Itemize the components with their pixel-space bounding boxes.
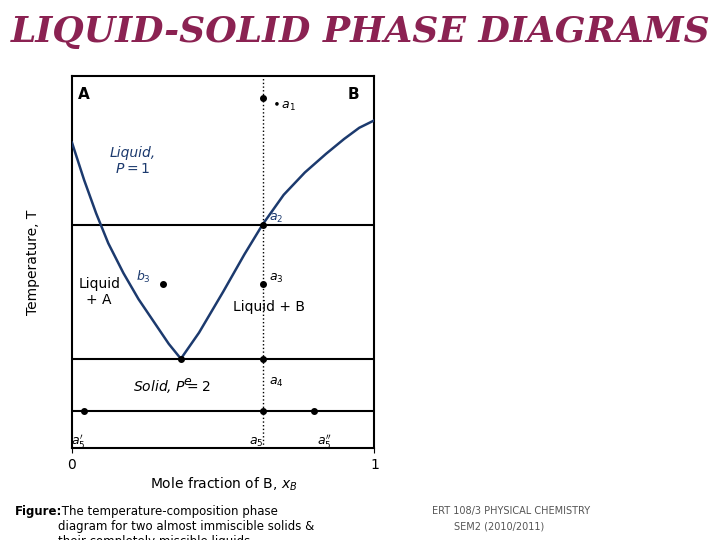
Text: binary system with solid n: binary system with solid n: [435, 181, 601, 194]
Text: $a_5$: $a_5$: [249, 435, 264, 449]
Text: B: B: [347, 87, 359, 102]
Text: $b_3$: $b_3$: [135, 268, 150, 285]
Text: $\bullet\,a_1$: $\bullet\,a_1$: [271, 100, 296, 113]
Text: Temperature-composition: Temperature-composition: [435, 281, 598, 294]
Text: Liquid + B: Liquid + B: [233, 300, 305, 314]
Text: A: A: [78, 87, 90, 102]
Text: The temperature-composition phase
diagram for two almost immiscible solids &
the: The temperature-composition phase diagra…: [58, 505, 314, 540]
Text: ERT 108/3 PHYSICAL CHEMISTRY: ERT 108/3 PHYSICAL CHEMISTRY: [432, 505, 590, 516]
X-axis label: Mole fraction of B, $x_B$: Mole fraction of B, $x_B$: [150, 476, 297, 494]
Text: guides the design of important: guides the design of important: [435, 354, 631, 367]
Text: industrial processes: liquid: industrial processes: liquid: [435, 391, 607, 404]
Text: LIQUID-SOLID PHASE DIAGRAMS: LIQUID-SOLID PHASE DIAGRAMS: [11, 16, 711, 49]
Text: Figure:: Figure:: [14, 505, 62, 518]
Text: Liquid,
$P = 1$: Liquid, $P = 1$: [109, 146, 156, 177]
Text: SEM2 (2010/2011): SEM2 (2010/2011): [454, 522, 544, 532]
Text: $a_4$: $a_4$: [269, 376, 283, 389]
Text: Summarizes the temp-: Summarizes the temp-: [435, 108, 577, 121]
Text: •: •: [412, 108, 420, 121]
Text: Solid, $P = 2$: Solid, $P = 2$: [133, 378, 210, 395]
Text: $a_3$: $a_3$: [269, 272, 283, 285]
Text: crystal displays (LCD) &: crystal displays (LCD) &: [435, 428, 590, 441]
Text: $a_5'$: $a_5'$: [71, 432, 85, 450]
Text: $a_2$: $a_2$: [269, 212, 283, 225]
Text: •: •: [412, 281, 420, 294]
Text: e: e: [184, 375, 192, 388]
Text: composition properties of a: composition properties of a: [435, 145, 609, 158]
Text: liquid phases: liquid phases: [435, 218, 519, 231]
Text: $a_5^{\prime\prime}$: $a_5^{\prime\prime}$: [317, 432, 332, 450]
Text: semiconductors.: semiconductors.: [435, 464, 539, 477]
Text: Liquid
+ A: Liquid + A: [78, 276, 120, 307]
Text: diagrams for solid mixtures: diagrams for solid mixtures: [435, 318, 610, 330]
Text: Temperature, T: Temperature, T: [26, 209, 40, 315]
